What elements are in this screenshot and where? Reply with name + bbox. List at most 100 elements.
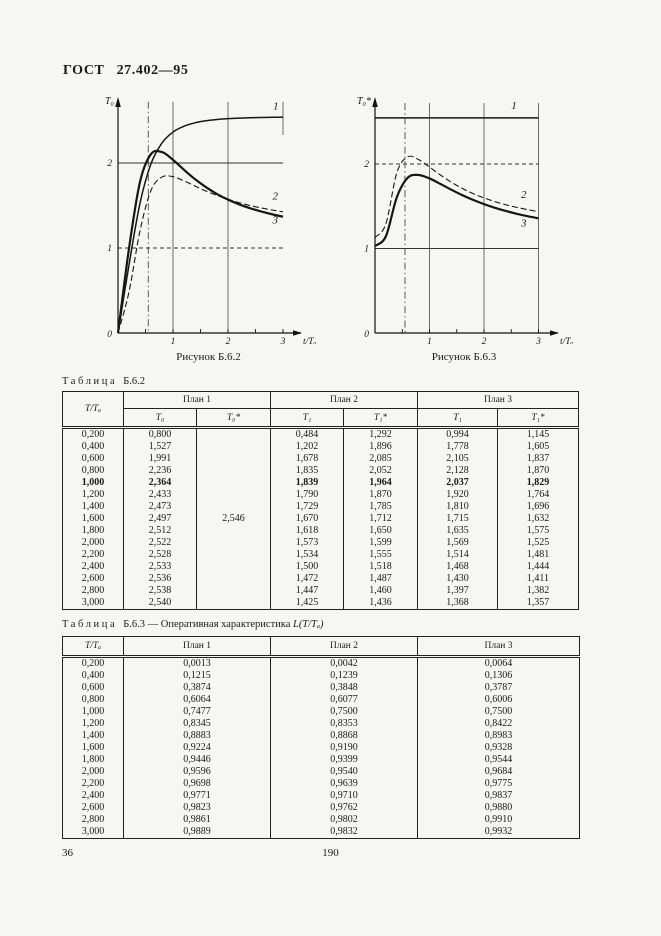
table-cell: 1,447	[270, 585, 344, 597]
table-cell: T/Tₐ	[62, 391, 124, 429]
table-row: 2,400 0,9771 0,9710 0,9837	[62, 790, 580, 802]
table-cell: 1,397	[417, 585, 498, 597]
table-cell: 1,500	[270, 561, 344, 573]
table-cell: 0,9771	[123, 790, 271, 802]
table-cell: 1,678	[270, 453, 344, 465]
table-cell: 1,400	[62, 501, 124, 513]
table-cell: 1,357	[497, 597, 579, 610]
table-b62-title-number: Б.6.2	[123, 376, 146, 387]
table-cell: 1,837	[497, 453, 579, 465]
table-b62-title-label: Таблица	[62, 376, 118, 387]
table-cell: 1,599	[343, 537, 418, 549]
table-row: 2,000 2,522 1,573 1,599 1,569 1,525	[62, 537, 579, 549]
y-axis-label: T₀	[105, 96, 115, 107]
table-b62: T/Tₐ План 1 План 2 План 3 T₀ T₀* T₁ T₁* T₁ T₁* 0,2…	[62, 391, 579, 610]
table-cell: 1,650	[343, 525, 418, 537]
tick-label: 0	[364, 330, 369, 340]
curve-3	[374, 173, 539, 247]
page-number-left: 36	[62, 847, 73, 859]
table-cell: 2,085	[343, 453, 418, 465]
table-cell: 0,600	[62, 453, 124, 465]
table-cell: 2,000	[62, 537, 124, 549]
table-cell: 0,9910	[417, 814, 580, 826]
table-cell: 0,9399	[270, 754, 418, 766]
table-cell: 2,200	[62, 778, 124, 790]
table-cell: 0,200	[62, 656, 124, 670]
table-row: 1,800 2,512 1,618 1,650 1,635 1,575	[62, 525, 579, 537]
table-cell: 1,712	[343, 513, 418, 525]
table-cell: 0,0042	[270, 656, 418, 670]
table-cell: 2,052	[343, 465, 418, 477]
tick-label: 3	[535, 337, 541, 344]
table-cell: 2,540	[123, 597, 197, 610]
table-cell: 2,546	[196, 427, 271, 610]
table-cell: 2,000	[62, 766, 124, 778]
curve-2	[374, 155, 539, 238]
table-cell: 0,0013	[123, 656, 271, 670]
table-cell: 2,200	[62, 549, 124, 561]
table-cell: 1,145	[497, 427, 579, 441]
table-b63-title-rest: Б.6.3 — Оперативная характеристика	[123, 619, 291, 630]
table-cell: 2,400	[62, 790, 124, 802]
table-cell: 0,9880	[417, 802, 580, 814]
tick-label: 1	[427, 337, 432, 344]
curve-label-3: 3	[272, 214, 279, 226]
table-cell: 1,635	[417, 525, 498, 537]
table-cell: 0,9762	[270, 802, 418, 814]
table-cell: 0,994	[417, 427, 498, 441]
table-cell: 2,600	[62, 573, 124, 585]
table-cell: 2,037	[417, 477, 498, 489]
table-cell: 0,9698	[123, 778, 271, 790]
x-axis-label: t/Tₐ	[560, 337, 574, 344]
table-cell: 2,236	[123, 465, 197, 477]
table-cell: 0,8422	[417, 718, 580, 730]
table-cell: 2,538	[123, 585, 197, 597]
table-cell: 1,600	[62, 513, 124, 525]
table-cell: 1,436	[343, 597, 418, 610]
table-cell: 2,800	[62, 585, 124, 597]
table-cell: 1,000	[62, 477, 124, 489]
table-cell: 0,800	[62, 465, 124, 477]
table-cell: 0,1239	[270, 670, 418, 682]
table-header-row: T/Tₐ План 1 План 2 План 3	[62, 636, 580, 658]
table-cell: 1,764	[497, 489, 579, 501]
table-cell: 1,200	[62, 489, 124, 501]
document-title: ГОСТ 27.402—95	[63, 63, 189, 78]
table-cell: 1,575	[497, 525, 579, 537]
tick-label: 1	[171, 337, 176, 344]
table-cell: T₀	[123, 408, 197, 429]
table-cell: 1,835	[270, 465, 344, 477]
table-cell: 0,9544	[417, 754, 580, 766]
curve-2	[117, 175, 284, 334]
tick-label: 1	[364, 245, 369, 255]
table-cell: 1,715	[417, 513, 498, 525]
table-row: 2,800 0,9861 0,9802 0,9910	[62, 814, 580, 826]
table-cell: План 3	[417, 391, 579, 409]
curve-label-1: 1	[273, 100, 279, 112]
table-cell: T₁	[270, 408, 344, 429]
table-cell: 0,9224	[123, 742, 271, 754]
table-cell: 0,3848	[270, 682, 418, 694]
table-cell: 1,829	[497, 477, 579, 489]
curve-label-2: 2	[273, 191, 279, 203]
table-cell: 2,105	[417, 453, 498, 465]
table-row: 0,400 1,527 1,202 1,896 1,778 1,605	[62, 441, 579, 453]
table-cell: 2,128	[417, 465, 498, 477]
table-cell: 1,468	[417, 561, 498, 573]
table-cell: 0,9802	[270, 814, 418, 826]
tick-label: 2	[226, 337, 231, 344]
y-axis-label: T₀*	[357, 96, 371, 107]
table-cell: 0,9861	[123, 814, 271, 826]
table-row: 0,800 0,6064 0,6077 0,6006	[62, 694, 580, 706]
table-row: 1,200 0,8345 0,8353 0,8422	[62, 718, 580, 730]
table-cell: 0,3787	[417, 682, 580, 694]
table-cell: 1,000	[62, 706, 124, 718]
table-header-row: T/Tₐ План 1 План 2 План 3	[62, 391, 579, 429]
table-cell: 1,400	[62, 730, 124, 742]
table-cell: 2,497	[123, 513, 197, 525]
table-cell: 0,400	[62, 441, 124, 453]
table-cell: 1,200	[62, 718, 124, 730]
table-row: 1,600 2,497 1,670 1,712 1,715 1,632	[62, 513, 579, 525]
table-cell: 1,444	[497, 561, 579, 573]
table-cell: 0,7477	[123, 706, 271, 718]
